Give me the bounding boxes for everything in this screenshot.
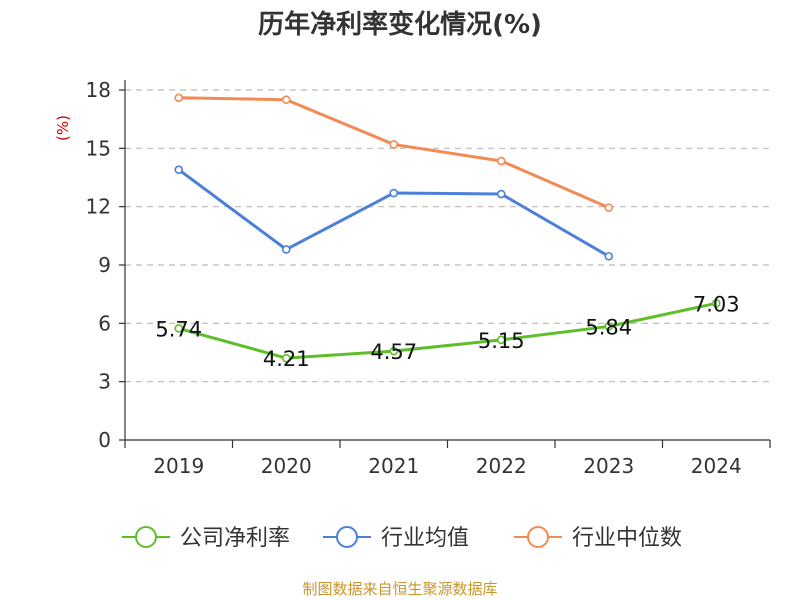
data-point [711,299,721,308]
series-line-1 [177,168,610,258]
data-label: 5.74 [155,317,202,341]
x-tick-label: 2021 [368,454,419,478]
data-point [174,165,184,175]
y-tick-label: 6 [98,311,111,335]
legend-item: 行业均值 [323,526,469,551]
legend-label: 行业中位数 [572,526,682,551]
legend-label: 公司净利率 [180,526,290,551]
data-label: 7.03 [693,292,740,316]
x-tick-label: 2024 [691,454,742,478]
y-tick-label: 9 [98,253,111,277]
x-tick-label: 2022 [476,454,527,478]
data-point [604,251,614,261]
x-tick-label: 2019 [153,454,204,478]
chart-title: 历年净利率变化情况(%) [258,10,542,40]
data-point [281,245,291,254]
legend-item: 公司净利率 [122,526,290,551]
data-source-note: 制图数据来自恒生聚源数据库 [302,580,498,598]
data-label: 5.15 [478,329,525,353]
data-point [389,140,399,149]
data-label: 4.21 [263,347,310,371]
data-point [496,335,506,345]
y-tick-label: 18 [86,78,111,102]
series [174,93,721,363]
series-line-0 [178,301,717,360]
data-point [174,93,184,103]
legend-marker [336,526,358,548]
data-point [496,189,506,199]
data-label: 5.84 [585,315,632,339]
y-tick-label: 3 [98,370,111,394]
y-tick-label: 0 [98,428,111,452]
data-point [496,156,506,166]
legend-marker [135,526,157,548]
data-point [389,346,399,356]
data-point [281,95,291,105]
data-point [604,203,614,212]
y-tick-label: 15 [86,136,111,160]
y-axis-label: (%) [54,115,72,141]
legend: 公司净利率 行业均值 行业中位数 [122,526,682,551]
data-point [281,353,291,363]
data-point [389,188,399,198]
data-labels: 5.74 4.21 4.57 5.15 5.84 7.03 [155,292,739,371]
data-point [604,322,614,331]
legend-item: 行业中位数 [514,526,682,551]
x-tick-label: 2023 [583,454,634,478]
legend-marker [527,526,549,548]
axes: 0 3 6 9 12 15 18 2019 2020 2021 2022 2023 2024 [86,78,771,478]
x-tick-label: 2020 [261,454,312,478]
legend-label: 行业均值 [381,526,469,551]
data-label: 4.57 [370,340,417,364]
grid-lines [125,89,770,383]
data-point [174,324,184,333]
y-tick-label: 12 [86,195,111,219]
